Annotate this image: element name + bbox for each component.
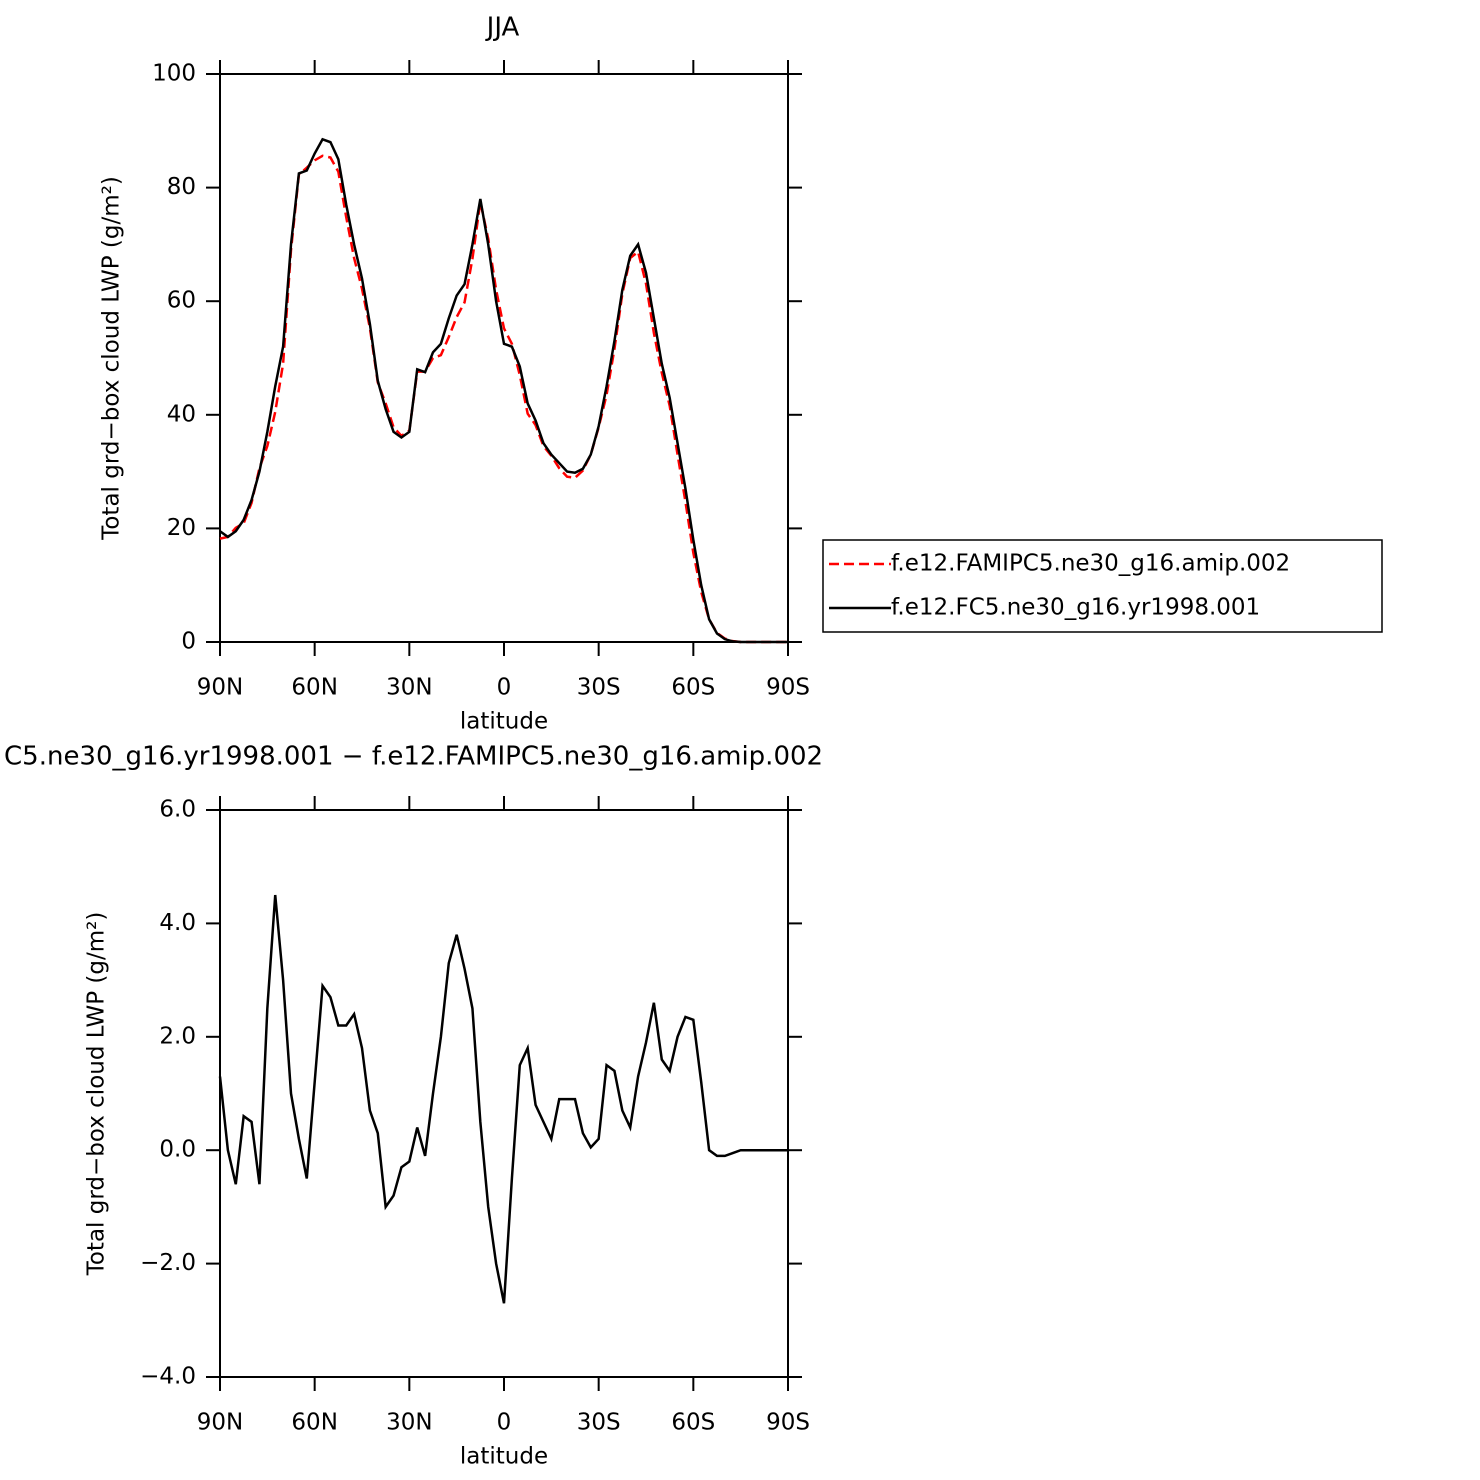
y-tick-label: 2.0 — [159, 1023, 196, 1049]
y-tick-label: 60 — [167, 288, 196, 314]
legend-label: f.e12.FAMIPC5.ne30_g16.amip.002 — [891, 551, 1290, 577]
y-tick-label: −2.0 — [140, 1250, 196, 1276]
y-axis-label: Total grd−box cloud LWP (g/m²) — [84, 912, 110, 1277]
data-line — [219, 154, 788, 644]
data-line — [219, 137, 788, 644]
x-tick-label: 30S — [577, 675, 621, 701]
y-tick-label: 6.0 — [159, 797, 196, 823]
x-tick-label: 60N — [291, 675, 337, 701]
x-tick-label: 90N — [197, 1410, 243, 1436]
y-tick-label: 0.0 — [159, 1137, 196, 1163]
x-tick-label: 30N — [386, 675, 432, 701]
y-tick-label: 0 — [181, 629, 196, 655]
x-tick-label: 90S — [766, 1410, 810, 1436]
x-tick-label: 90N — [197, 675, 243, 701]
x-tick-label: 30S — [577, 1410, 621, 1436]
legend-box — [822, 539, 1383, 633]
y-axis-label: Total grd−box cloud LWP (g/m²) — [99, 176, 125, 541]
x-tick-label: 90S — [766, 675, 810, 701]
x-axis-label: latitude — [460, 709, 548, 735]
x-tick-label: 0 — [497, 675, 512, 701]
y-tick-label: 40 — [167, 401, 196, 427]
chart-title: JJA — [485, 13, 520, 43]
y-tick-label: −4.0 — [140, 1364, 196, 1390]
x-tick-label: 60S — [671, 675, 715, 701]
legend-label: f.e12.FC5.ne30_g16.yr1998.001 — [891, 595, 1260, 621]
chart-title: C5.ne30_g16.yr1998.001 − f.e12.FAMIPC5.n… — [4, 742, 823, 772]
x-tick-label: 0 — [497, 1410, 512, 1436]
y-tick-label: 80 — [167, 174, 196, 200]
plot-frame — [219, 73, 789, 643]
x-axis-label: latitude — [460, 1444, 548, 1470]
x-tick-label: 30N — [386, 1410, 432, 1436]
data-line — [218, 894, 788, 1304]
y-tick-label: 4.0 — [159, 910, 196, 936]
y-tick-label: 20 — [167, 515, 196, 541]
x-tick-label: 60N — [291, 1410, 337, 1436]
y-tick-label: 100 — [152, 61, 196, 87]
x-tick-label: 60S — [671, 1410, 715, 1436]
